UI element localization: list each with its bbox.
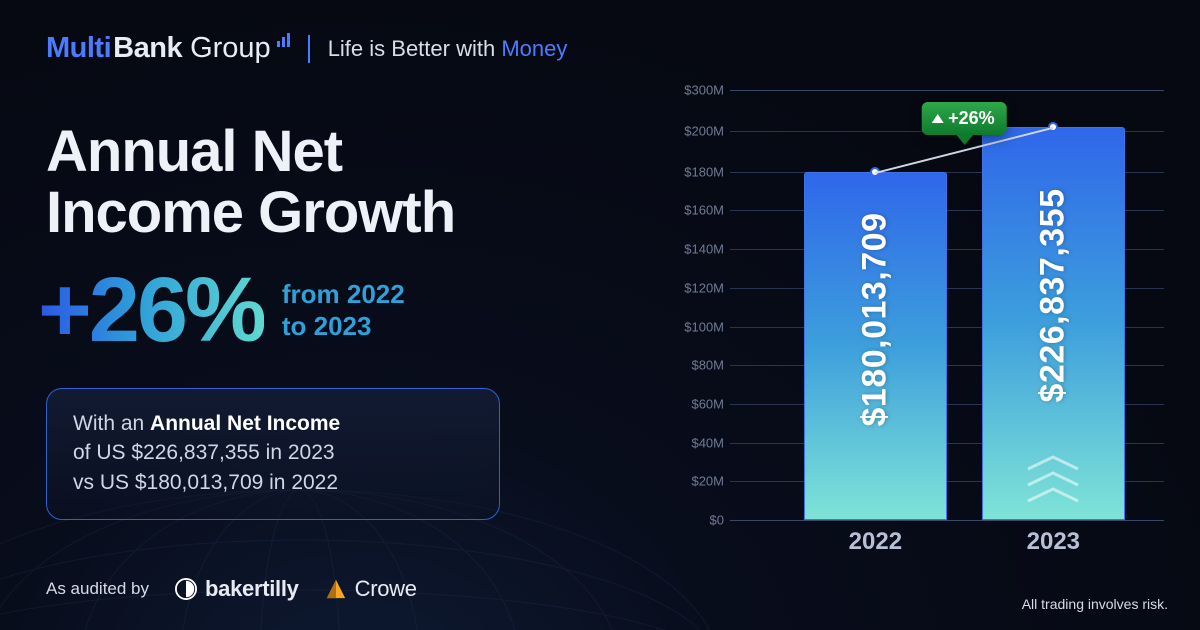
- y-tick: $160M: [664, 203, 724, 218]
- up-triangle-icon: [932, 114, 944, 123]
- y-tick: $100M: [664, 319, 724, 334]
- bar-value-2022: $180,013,709: [856, 212, 895, 426]
- auditors-label: As audited by: [46, 579, 149, 599]
- bar-2023: $226,837,355: [982, 127, 1125, 520]
- growth-badge-text: +26%: [948, 108, 995, 129]
- tagline-accent: Money: [501, 36, 567, 61]
- tagline: Life is Better with Money: [328, 36, 568, 62]
- x-label-2022: 2022: [849, 528, 902, 556]
- summary-pill: With an Annual Net Income of US $226,837…: [46, 388, 500, 520]
- headline-line2: Income Growth: [46, 180, 455, 245]
- grid-line: [730, 90, 1164, 91]
- y-tick: $120M: [664, 280, 724, 295]
- logo-multi: Multi: [46, 32, 111, 65]
- y-tick: $200M: [664, 123, 724, 138]
- headline-line1: Annual Net: [46, 119, 342, 184]
- crowe-icon: [325, 578, 347, 600]
- header-divider: [308, 35, 310, 63]
- y-tick: $40M: [664, 435, 724, 450]
- growth-pct: +26%: [38, 258, 264, 363]
- logo-bars-icon: [277, 33, 290, 47]
- auditor-crowe: Crowe: [325, 576, 417, 602]
- y-tick: $180M: [664, 164, 724, 179]
- y-tick: $140M: [664, 242, 724, 257]
- grid-line: [730, 520, 1164, 521]
- growth-badge: +26%: [922, 102, 1007, 135]
- auditor-bakertilly: bakertilly: [175, 576, 299, 602]
- logo-group: Group: [190, 32, 271, 65]
- y-tick: $80M: [664, 358, 724, 373]
- y-tick: $300M: [664, 83, 724, 98]
- risk-disclaimer: All trading involves risk.: [1022, 596, 1168, 612]
- logo-bank: Bank: [113, 32, 182, 65]
- up-chevrons-icon: [1026, 455, 1080, 503]
- y-tick: $20M: [664, 474, 724, 489]
- brand-logo: MultiBank Group: [46, 32, 290, 65]
- growth-range: from 2022 to 2023: [282, 279, 405, 341]
- auditors-row: As audited by bakertilly Crowe: [46, 576, 417, 602]
- headline: Annual Net Income Growth: [46, 122, 455, 244]
- brand-header: MultiBank Group Life is Better with Mone…: [46, 32, 567, 65]
- bakertilly-icon: [175, 578, 197, 600]
- growth-pct-row: +26% from 2022 to 2023: [38, 258, 405, 363]
- y-tick: $0: [664, 513, 724, 528]
- income-bar-chart: $300M$200M$180M$160M$140M$120M$100M$80M$…: [664, 90, 1164, 560]
- tagline-pre: Life is Better with: [328, 36, 502, 61]
- x-label-2023: 2023: [1027, 528, 1080, 556]
- bar-value-2023: $226,837,355: [1034, 189, 1073, 403]
- y-tick: $60M: [664, 396, 724, 411]
- chart-plot-area: $300M$200M$180M$160M$140M$120M$100M$80M$…: [730, 90, 1164, 520]
- bar-2022: $180,013,709: [804, 172, 947, 520]
